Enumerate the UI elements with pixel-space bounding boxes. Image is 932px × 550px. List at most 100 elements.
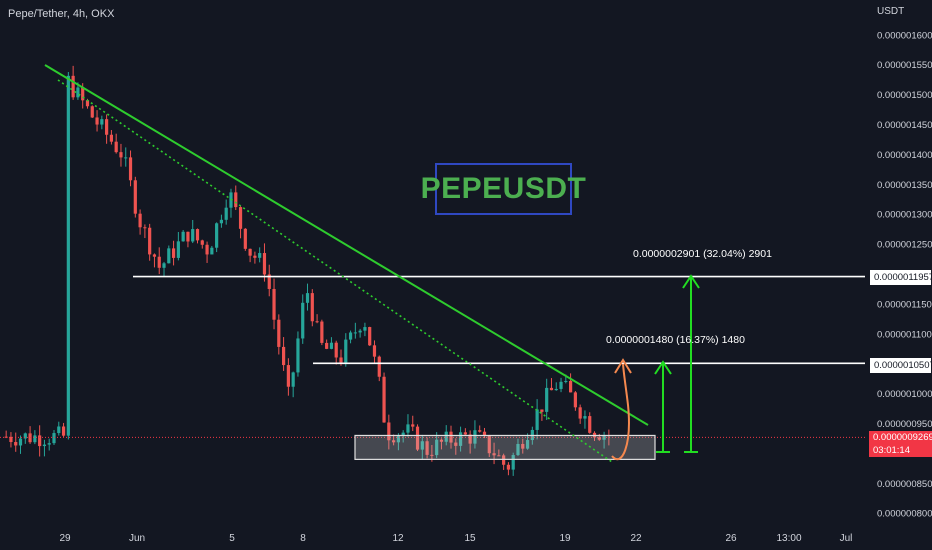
- candle: [200, 239, 204, 249]
- candle-body: [478, 430, 482, 432]
- candle: [583, 410, 587, 429]
- candle: [219, 214, 224, 228]
- last-price-value: 0.0000009269: [873, 432, 932, 443]
- price-tick-label: 0.0000014500: [877, 120, 932, 131]
- candle-body: [545, 387, 549, 412]
- candle: [248, 248, 252, 263]
- price-unit-label: USDT: [877, 6, 905, 17]
- candle-body: [497, 455, 501, 457]
- candle-body: [52, 433, 56, 444]
- candle-body: [382, 376, 386, 423]
- candle-body: [549, 387, 554, 391]
- candle-body: [191, 229, 195, 242]
- candle-body: [181, 231, 185, 242]
- candle: [348, 330, 353, 344]
- projection-arrow: [611, 363, 630, 461]
- candle-body: [449, 431, 453, 443]
- resistance-high-tag: 0.0000011957: [869, 269, 932, 286]
- candle: [372, 340, 377, 363]
- candle-body: [23, 433, 27, 439]
- candle-body: [186, 231, 190, 242]
- candle-body: [568, 380, 573, 393]
- candle-body: [76, 87, 80, 98]
- candle-body: [100, 119, 104, 125]
- candle-body: [339, 357, 343, 363]
- candle: [18, 435, 23, 454]
- candle: [57, 421, 61, 436]
- time-tick-label: Jun: [129, 533, 145, 544]
- candle-body: [415, 426, 420, 450]
- price-tick-label: 0.0000008000: [877, 509, 932, 520]
- candle: [401, 430, 405, 443]
- candle: [387, 414, 391, 450]
- candle-body: [573, 392, 577, 408]
- candle: [363, 322, 367, 337]
- candle: [305, 283, 310, 311]
- candle: [14, 432, 18, 452]
- candle-body: [262, 253, 267, 275]
- price-tick-label: 0.0000008500: [877, 479, 932, 490]
- candle-body: [152, 254, 157, 257]
- candle-body: [430, 454, 434, 456]
- candle-body: [162, 263, 166, 268]
- candle-body: [219, 219, 224, 224]
- candle: [234, 185, 238, 210]
- candle: [559, 377, 563, 393]
- candle-body: [281, 346, 286, 366]
- candle-body: [157, 256, 161, 268]
- candle-body: [114, 141, 118, 153]
- candle-body: [205, 244, 209, 255]
- projection-arrowhead: [614, 358, 632, 374]
- time-tick-label: 12: [392, 533, 404, 544]
- candle-body: [521, 443, 525, 449]
- candle-body: [358, 330, 362, 333]
- candle: [392, 434, 396, 446]
- candle-body: [463, 432, 467, 435]
- candle-body: [81, 87, 85, 101]
- time-tick-label: Jul: [840, 533, 853, 544]
- candle-body: [42, 444, 47, 447]
- candle: [588, 412, 592, 434]
- candle-body: [602, 435, 606, 440]
- candle-body: [564, 380, 568, 382]
- candle-body: [444, 431, 448, 442]
- candle-body: [406, 424, 410, 433]
- candle: [281, 337, 286, 371]
- candle-body: [57, 426, 61, 434]
- candle: [224, 199, 228, 225]
- candle: [52, 430, 56, 445]
- candle: [458, 426, 463, 452]
- candle: [191, 219, 195, 244]
- candle: [171, 240, 176, 266]
- candle-body: [253, 255, 257, 258]
- candle: [210, 245, 214, 255]
- candle: [138, 209, 142, 235]
- price-tick-label: 0.0000010000: [877, 389, 932, 400]
- candle: [411, 415, 415, 432]
- candle-body: [516, 443, 520, 456]
- candle-body: [38, 435, 42, 447]
- candle-body: [583, 416, 587, 419]
- candle: [506, 462, 511, 476]
- candle: [42, 439, 47, 457]
- candle: [100, 115, 104, 130]
- candle: [353, 322, 357, 339]
- candle: [186, 231, 190, 248]
- candle-body: [353, 332, 357, 334]
- candle: [487, 434, 491, 457]
- candle-body: [176, 241, 180, 258]
- candle: [258, 247, 262, 263]
- price-tick-label: 0.0000012500: [877, 240, 932, 251]
- candle-body: [348, 332, 353, 340]
- candle: [109, 130, 113, 145]
- candle-body: [578, 407, 582, 419]
- candle-body: [124, 157, 128, 159]
- candle: [253, 251, 257, 264]
- time-tick-label: 26: [725, 533, 737, 544]
- candle: [301, 294, 305, 344]
- dotted-trendline: [57, 79, 613, 463]
- candle: [143, 224, 147, 239]
- price-tick-label: 0.0000013500: [877, 180, 932, 191]
- candle: [478, 425, 482, 433]
